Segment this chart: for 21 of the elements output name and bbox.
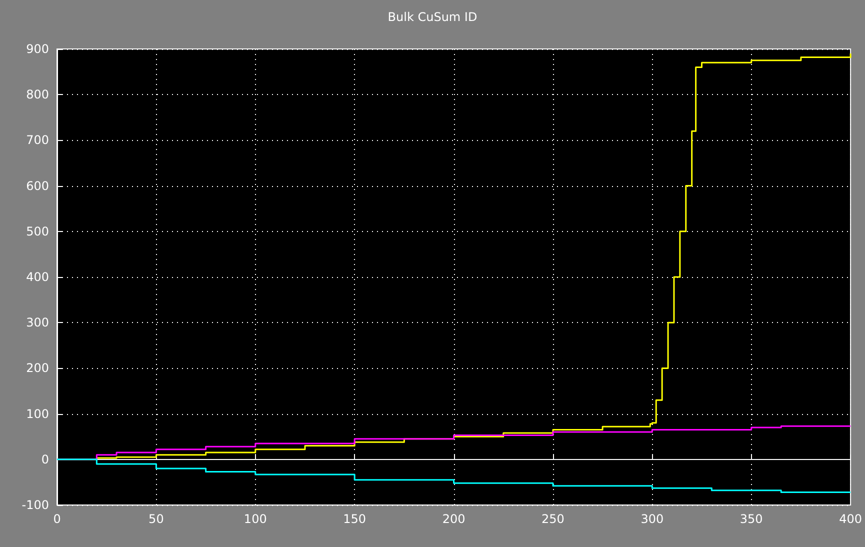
y-tick-label: 400 (26, 270, 49, 284)
x-tick-label: 250 (542, 512, 564, 526)
x-tick-label: 350 (740, 512, 763, 526)
y-tick-label: 600 (26, 178, 49, 193)
y-tick-label: 900 (26, 42, 49, 56)
y-tick-label: 300 (26, 316, 49, 330)
y-tick-label: 200 (26, 361, 49, 376)
x-tick-label: 200 (442, 512, 466, 526)
y-tick-label: 500 (26, 224, 49, 238)
x-tick-label: 400 (839, 512, 862, 526)
x-tick-label: 50 (148, 512, 164, 526)
chart-title: Bulk CuSum ID (388, 10, 478, 24)
x-tick-label: 300 (640, 512, 664, 526)
x-tick-label: 150 (343, 512, 366, 526)
x-tick-label: 0 (53, 512, 61, 526)
x-tick-label: 100 (244, 512, 267, 526)
y-tick-label: 700 (26, 133, 49, 148)
y-tick-label: -100 (22, 498, 49, 512)
y-tick-label: 800 (26, 88, 49, 102)
y-tick-label: 100 (26, 406, 49, 421)
y-tick-label: 0 (41, 452, 49, 466)
